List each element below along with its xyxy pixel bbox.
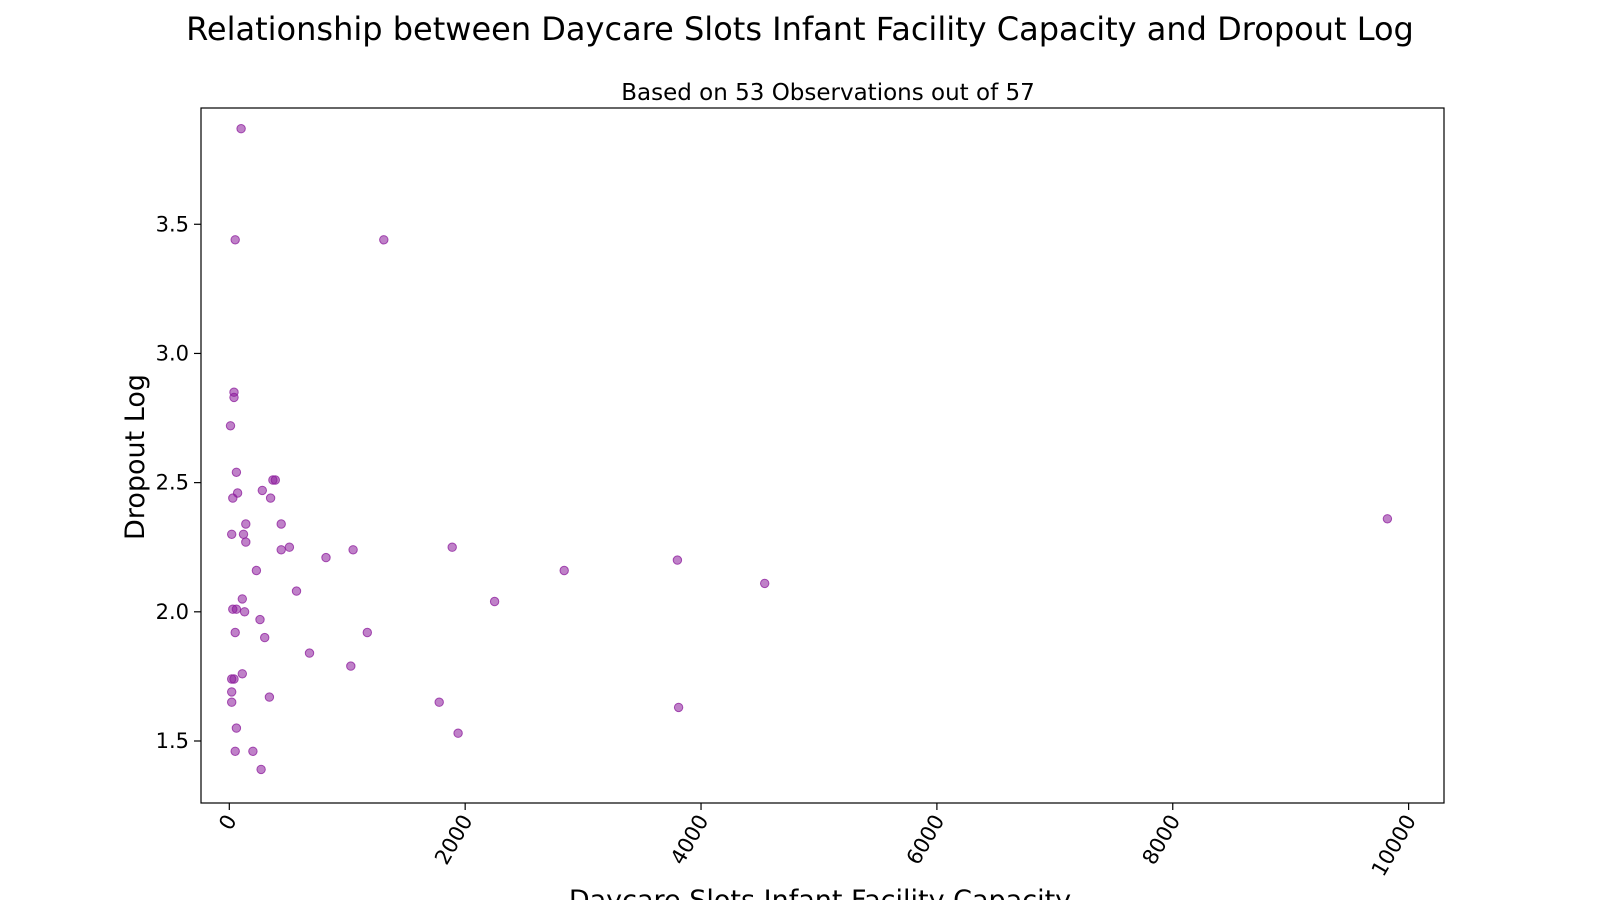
data-point [348,545,358,555]
data-point [225,421,236,431]
data-point [291,586,302,596]
data-point [231,467,242,477]
y-axis: 1.5 2.0 2.5 3.0 3.5 [156,212,201,753]
data-point [489,596,500,607]
y-tick-label: 1.5 [156,729,189,753]
data-point [673,702,684,713]
x-tick-label: 2000 [430,811,478,869]
plot-frame [200,107,1445,804]
data-point [255,614,265,625]
data-point [672,555,683,565]
data-point [227,697,237,707]
x-tick-label: 8000 [1138,811,1186,869]
data-point [346,661,356,671]
chart-subtitle: Based on 53 Observations out of 57 [621,80,1035,106]
x-tick-label: 4000 [666,811,714,869]
data-point [238,529,249,539]
data-point [237,669,248,679]
data-point [241,519,251,529]
data-point [230,746,240,756]
data-point [237,594,248,604]
data-point [1382,514,1393,524]
data-point [447,542,457,552]
data-point [251,565,262,576]
data-point [228,493,238,503]
x-tick-label: 6000 [902,811,950,869]
data-point [284,542,295,552]
data-point [265,493,276,503]
data-point [276,519,286,529]
y-tick-label: 3.5 [156,212,189,236]
x-tick-label: 0 [214,811,241,835]
y-tick-label: 3.0 [156,341,189,365]
x-axis-label: Daycare Slots Infant Facility Capacity [569,885,1071,900]
y-axis-label: Dropout Log [120,374,151,540]
y-tick-label: 2.0 [156,600,189,624]
y-tick-label: 2.5 [156,471,189,495]
data-point [260,632,270,643]
data-point [270,475,280,485]
data-point [257,485,267,496]
data-point [248,746,258,756]
data-point [230,235,240,245]
data-point [362,627,372,638]
x-tick-label: 10000 [1367,811,1421,881]
data-point [229,674,239,684]
data-point [230,627,240,638]
data-point [241,537,251,547]
data-point [236,124,246,134]
data-point [453,728,463,738]
data-point [264,692,275,702]
data-point [227,687,237,697]
data-point [231,723,242,733]
data-point [231,604,242,614]
data-point [227,529,237,539]
chart-title: Relationship between Daycare Slots Infan… [186,10,1414,48]
data-point [256,764,266,775]
data-point [559,565,569,576]
data-point [760,578,770,589]
data-point [239,607,250,617]
points-layer [225,124,1393,775]
data-point [379,235,389,245]
data-point [321,552,331,563]
data-point [434,697,444,707]
data-point [276,545,286,555]
data-point [229,392,239,403]
data-point [304,648,315,658]
x-axis: 0 2000 4000 6000 8000 10000 [214,803,1421,880]
